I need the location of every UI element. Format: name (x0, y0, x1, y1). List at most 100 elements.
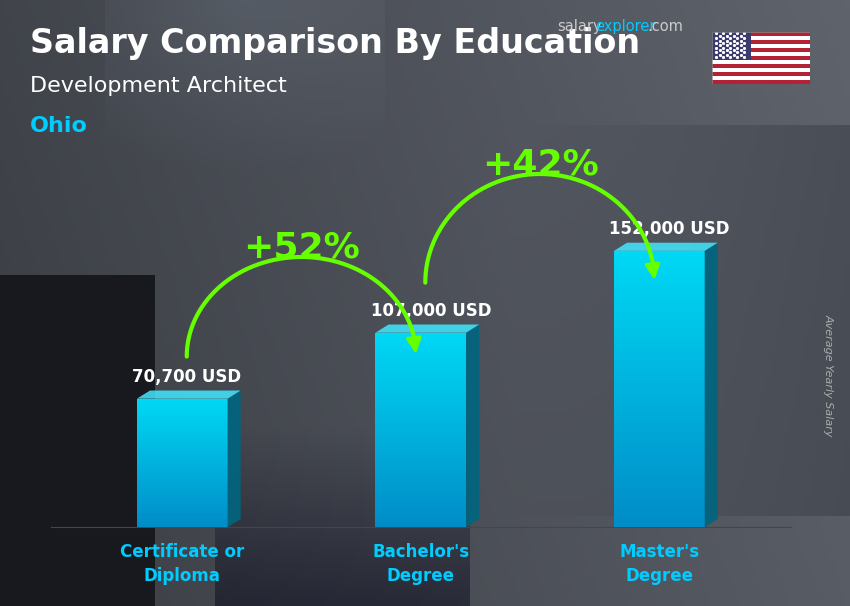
Bar (376, 350, 466, 352)
Bar (376, 496, 466, 498)
Bar (614, 379, 705, 382)
Bar (376, 352, 466, 355)
Bar (137, 419, 228, 421)
Bar (614, 268, 705, 271)
Bar (137, 500, 228, 502)
Bar (376, 491, 466, 493)
Bar (376, 362, 466, 364)
Text: +52%: +52% (243, 231, 360, 265)
Bar (137, 404, 228, 405)
Bar (137, 415, 228, 416)
Bar (376, 454, 466, 457)
Bar (137, 485, 228, 487)
Text: Salary Comparison By Education: Salary Comparison By Education (30, 27, 640, 60)
Bar (614, 503, 705, 507)
Bar (712, 48, 810, 52)
Bar (376, 410, 466, 413)
Bar (376, 379, 466, 381)
Bar (376, 357, 466, 359)
Bar (137, 438, 228, 439)
Bar (137, 471, 228, 473)
Bar (137, 522, 228, 524)
Bar (137, 458, 228, 460)
Text: salary: salary (557, 19, 601, 35)
Bar (614, 479, 705, 482)
Bar (614, 454, 705, 458)
Bar (614, 448, 705, 451)
Bar (137, 410, 228, 411)
Bar (614, 510, 705, 513)
Bar (614, 275, 705, 279)
Bar (137, 461, 228, 463)
Bar (137, 460, 228, 461)
Bar (614, 310, 705, 313)
Bar (376, 391, 466, 393)
Bar (137, 476, 228, 478)
Bar (376, 493, 466, 496)
Bar (712, 60, 810, 64)
Bar (137, 426, 228, 428)
Bar (376, 376, 466, 379)
Bar (614, 320, 705, 324)
Bar (137, 474, 228, 476)
Bar (137, 436, 228, 438)
Bar (712, 52, 810, 56)
Bar (137, 428, 228, 429)
Bar (137, 413, 228, 415)
Bar (614, 427, 705, 430)
Bar (376, 420, 466, 422)
Bar (614, 406, 705, 410)
Bar (376, 369, 466, 371)
Bar (376, 440, 466, 442)
Bar (614, 472, 705, 475)
Bar (137, 455, 228, 456)
Bar (614, 337, 705, 341)
Bar (614, 361, 705, 365)
Bar (376, 364, 466, 367)
Bar (376, 342, 466, 345)
Bar (376, 359, 466, 362)
Text: Development Architect: Development Architect (30, 76, 286, 96)
Bar (376, 503, 466, 505)
Text: 152,000 USD: 152,000 USD (609, 221, 729, 238)
Bar (614, 348, 705, 351)
Bar (376, 464, 466, 467)
Bar (137, 405, 228, 407)
Bar (376, 415, 466, 418)
Bar (614, 524, 705, 527)
Bar (614, 341, 705, 344)
Bar (712, 32, 810, 36)
Bar (137, 444, 228, 445)
Bar (614, 255, 705, 258)
Bar (614, 441, 705, 444)
Bar (614, 458, 705, 462)
Bar (614, 265, 705, 268)
Bar (614, 344, 705, 348)
Bar (614, 517, 705, 521)
Bar (137, 514, 228, 516)
Bar (137, 513, 228, 514)
Bar (614, 368, 705, 371)
Bar (376, 486, 466, 488)
Bar (137, 490, 228, 492)
Bar (137, 492, 228, 493)
Bar (137, 431, 228, 433)
Bar (376, 403, 466, 405)
Bar (376, 525, 466, 527)
Bar (614, 389, 705, 393)
Bar (712, 79, 810, 84)
Bar (137, 487, 228, 488)
Bar (376, 518, 466, 520)
Bar (712, 44, 810, 48)
Bar (137, 450, 228, 451)
Bar (376, 371, 466, 374)
Bar (376, 433, 466, 435)
Bar (376, 425, 466, 427)
Bar (614, 475, 705, 479)
Polygon shape (228, 390, 241, 527)
Bar (376, 520, 466, 522)
Bar (376, 471, 466, 474)
Bar (137, 439, 228, 441)
Bar (137, 448, 228, 450)
Bar (614, 385, 705, 389)
